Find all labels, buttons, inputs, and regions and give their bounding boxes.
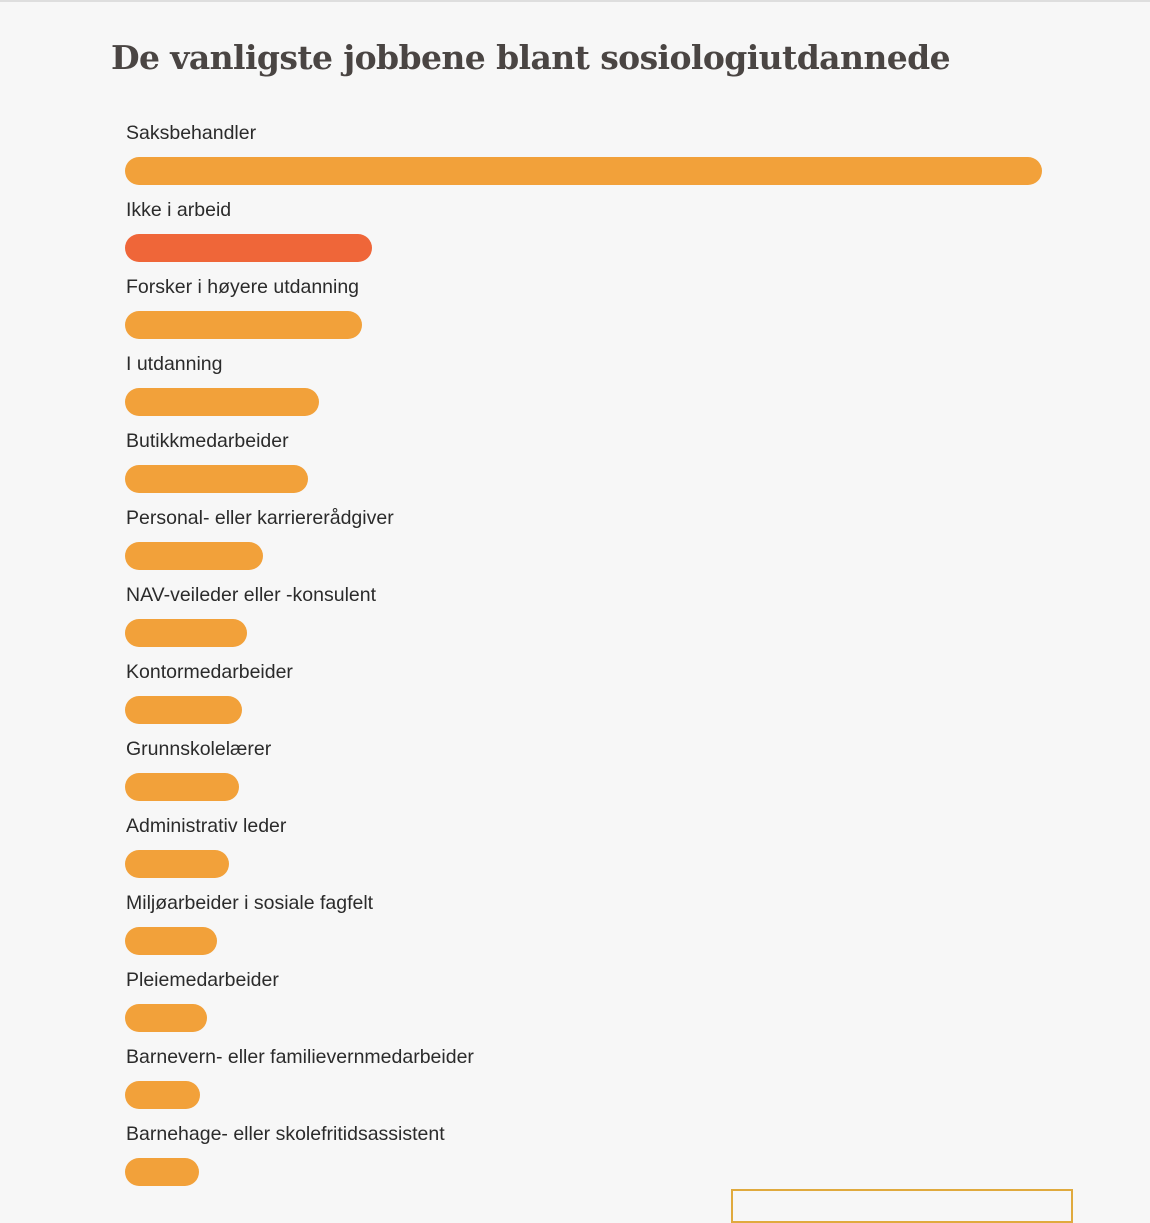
bar-label: Personal- eller karriererådgiver [126,507,394,529]
bar-label: Saksbehandler [126,122,257,144]
bar[interactable] [125,927,217,955]
bar-label: I utdanning [126,353,223,375]
bar-row: Barnevern- eller familievernmedarbeider [125,1043,1045,1120]
bar-label: Ikke i arbeid [126,199,232,221]
bar[interactable] [125,850,229,878]
bar[interactable] [125,311,362,339]
bottom-box[interactable] [731,1189,1073,1223]
bar-chart: Saksbehandler Ikke i arbeid Forsker i høye… [125,119,1045,1197]
bar-row: Ikke i arbeid [125,196,1045,273]
bar-track [125,773,1045,801]
bar[interactable] [125,1158,200,1186]
bar-row: Miljøarbeider i sosiale fagfelt [125,889,1045,966]
bar-row: Grunnskolelærer [125,735,1045,812]
bar-track [125,1004,1045,1032]
bar-label: Miljøarbeider i sosiale fagfelt [126,892,374,914]
bar[interactable] [125,465,309,493]
bar-track [125,311,1045,339]
bar-track [125,542,1045,570]
bar-row: I utdanning [125,350,1045,427]
bar-row: Barnehage- eller skolefritidsassistent [125,1120,1045,1197]
bar[interactable] [125,1081,201,1109]
bar-row: Butikkmedarbeider [125,427,1045,504]
bar[interactable] [125,157,1042,185]
bar-row: Pleiemedarbeider [125,966,1045,1043]
bar-label: Barnevern- eller familievernmedarbeider [126,1046,474,1068]
bar-track [125,696,1045,724]
bar-track [125,619,1045,647]
bar-label: Pleiemedarbeider [126,969,279,991]
bar-track [125,157,1045,185]
bar-row: Administrativ leder [125,812,1045,889]
bar[interactable] [125,773,239,801]
bar-track [125,388,1045,416]
bar-row: NAV-veileder eller -konsulent [125,581,1045,658]
bar[interactable] [125,619,247,647]
bar[interactable] [125,542,263,570]
bar-track [125,1081,1045,1109]
bar-label: NAV-veileder eller -konsulent [126,584,377,606]
bar[interactable] [125,1004,207,1032]
bar-label: Kontormedarbeider [126,661,293,683]
bar-track [125,850,1045,878]
bar-label: Butikkmedarbeider [126,430,289,452]
top-border [0,0,1150,2]
bar-label: Grunnskolelærer [126,738,272,760]
bar-row: Saksbehandler [125,119,1045,196]
chart-title: De vanligste jobbene blant sosiologiutda… [111,38,951,77]
bar-track [125,1158,1045,1186]
bar-track [125,234,1045,262]
bar-label: Barnehage- eller skolefritidsassistent [126,1123,445,1145]
bar-row: Personal- eller karriererådgiver [125,504,1045,581]
bar-track [125,927,1045,955]
bar-track [125,465,1045,493]
bar[interactable] [125,388,320,416]
bar[interactable] [125,696,243,724]
bar-label: Administrativ leder [126,815,287,837]
bar-label: Forsker i høyere utdanning [126,276,360,298]
bar-row: Kontormedarbeider [125,658,1045,735]
bar[interactable] [125,234,372,262]
bar-row: Forsker i høyere utdanning [125,273,1045,350]
